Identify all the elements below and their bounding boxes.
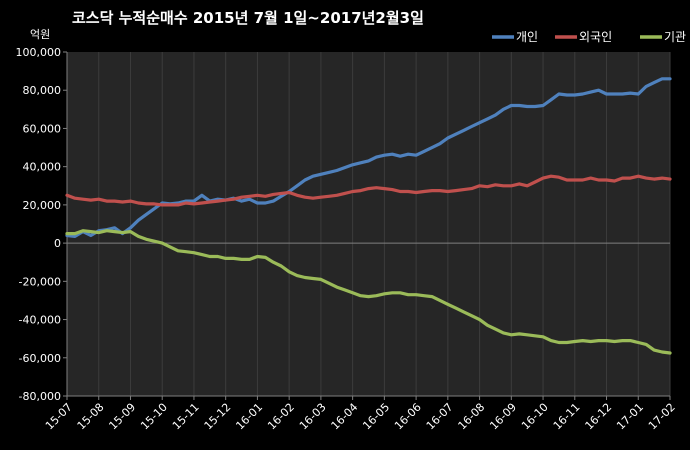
y-tick-label: 20,000	[23, 199, 62, 212]
y-unit-label: 억원	[30, 28, 50, 41]
y-axis-ticks: -80,000 -60,000 -40,000 -20,000 0 20,000 40,00…	[16, 46, 67, 403]
legend-label: 개인	[516, 30, 538, 44]
y-tick-label: -20,000	[19, 275, 61, 288]
y-tick-label: -80,000	[19, 390, 61, 403]
y-tick-label: 0	[54, 237, 61, 250]
y-tick-label: -60,000	[19, 352, 61, 365]
legend: 개인 외국인 기관	[492, 30, 686, 44]
plot-area	[67, 52, 670, 396]
y-tick-label: -40,000	[19, 314, 61, 327]
grid-lines	[66, 52, 671, 396]
legend-label: 기관	[664, 30, 686, 44]
y-tick-label: 40,000	[23, 161, 62, 174]
series-line-외국인	[65, 174, 672, 207]
legend-label: 외국인	[579, 30, 612, 44]
y-tick-label: 80,000	[23, 84, 62, 97]
chart-title: 코스닥 누적순매수 2015년 7월 1일~2017년2월3일	[72, 9, 424, 27]
series-lines	[65, 77, 672, 355]
series-line-기관	[65, 229, 672, 355]
y-tick-label: 100,000	[16, 46, 62, 59]
y-tick-label: 60,000	[23, 122, 62, 135]
zero-axis	[66, 52, 670, 397]
